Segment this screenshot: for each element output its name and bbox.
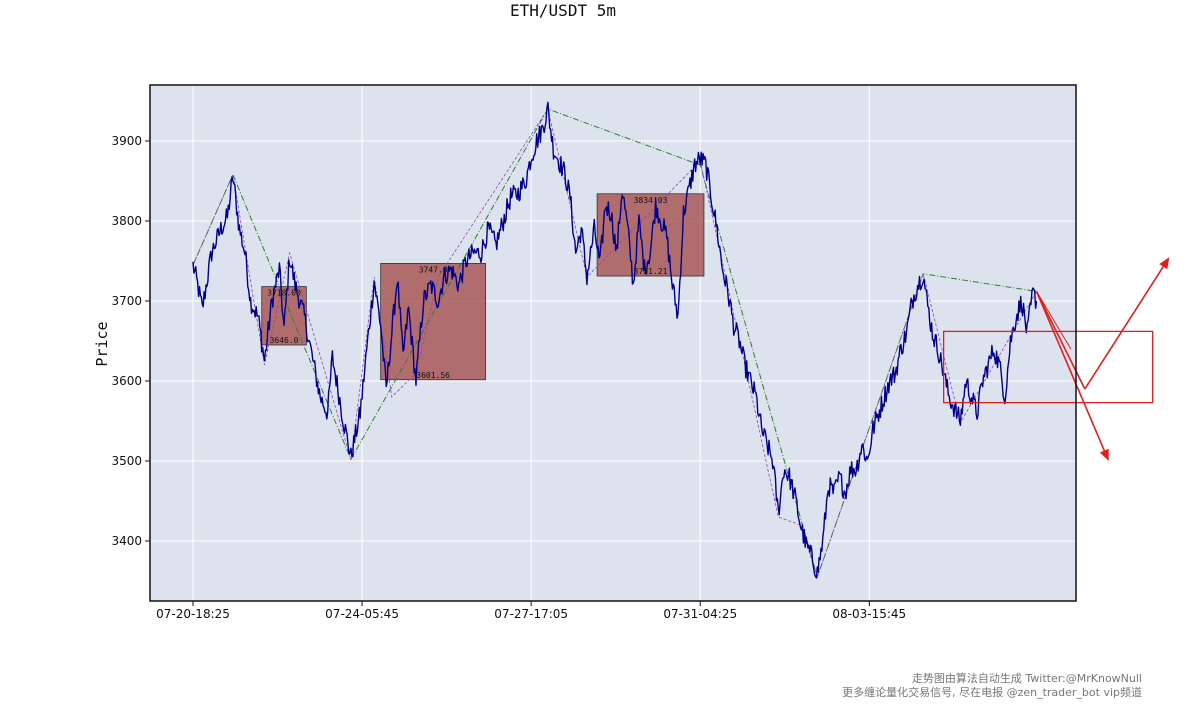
projection-line [1036, 291, 1072, 350]
box-top-label: 3834.03 [634, 196, 668, 205]
pivot-box [380, 262, 487, 381]
price-line [192, 101, 1038, 579]
y-tick-label: 3800 [111, 214, 142, 228]
y-tick-label: 3400 [111, 534, 142, 548]
price-series [192, 101, 1038, 579]
x-tick-label: 07-20-18:25 [156, 607, 230, 621]
x-tick-label: 07-27-17:05 [494, 607, 568, 621]
projection-box [942, 330, 1154, 404]
plot-frame [149, 84, 1077, 602]
box-bottom-label: 3731.21 [634, 267, 668, 276]
footer-credit: 走势图由算法自动生成 Twitter:@MrKnowNull [911, 672, 1142, 685]
footer-promo: 更多缠论量化交易信号, 尽在电报 @zen_trader_bot vip频道 [842, 686, 1142, 699]
x-tick-label: 08-03-15:45 [832, 607, 906, 621]
x-axis-ticks: 07-20-18:25 07-24-05:45 07-27-17:05 07-31-0… [156, 601, 906, 621]
y-tick-label: 3600 [111, 374, 142, 388]
y-tick-label: 3500 [111, 454, 142, 468]
projection-lines [942, 257, 1170, 461]
box-top-label: 3718.00 [267, 289, 301, 298]
x-tick-label: 07-31-04:25 [663, 607, 737, 621]
y-axis-label: Price [93, 321, 111, 366]
chart-title: ETH/USDT 5m [510, 1, 616, 20]
box-labels: 3718.00 3646.0 3747.0 3601.56 3834.03 3731.21 [267, 196, 667, 380]
box-top-label: 3747.0 [419, 265, 448, 274]
box-bottom-label: 3601.56 [416, 371, 450, 380]
x-tick-label: 07-24-05:45 [325, 607, 399, 621]
grid [150, 85, 1076, 601]
y-tick-label: 3900 [111, 134, 142, 148]
projection-line [1035, 291, 1086, 390]
y-tick-label: 3700 [111, 294, 142, 308]
y-axis-ticks: 3400 3500 3600 3700 3800 3900 [111, 134, 150, 548]
projection-line [1035, 291, 1109, 461]
box-bottom-label: 3646.0 [270, 336, 299, 345]
minor-zigzag-line [192, 107, 1037, 579]
projection-line [1084, 257, 1170, 390]
zigzag-lines [192, 107, 1037, 579]
